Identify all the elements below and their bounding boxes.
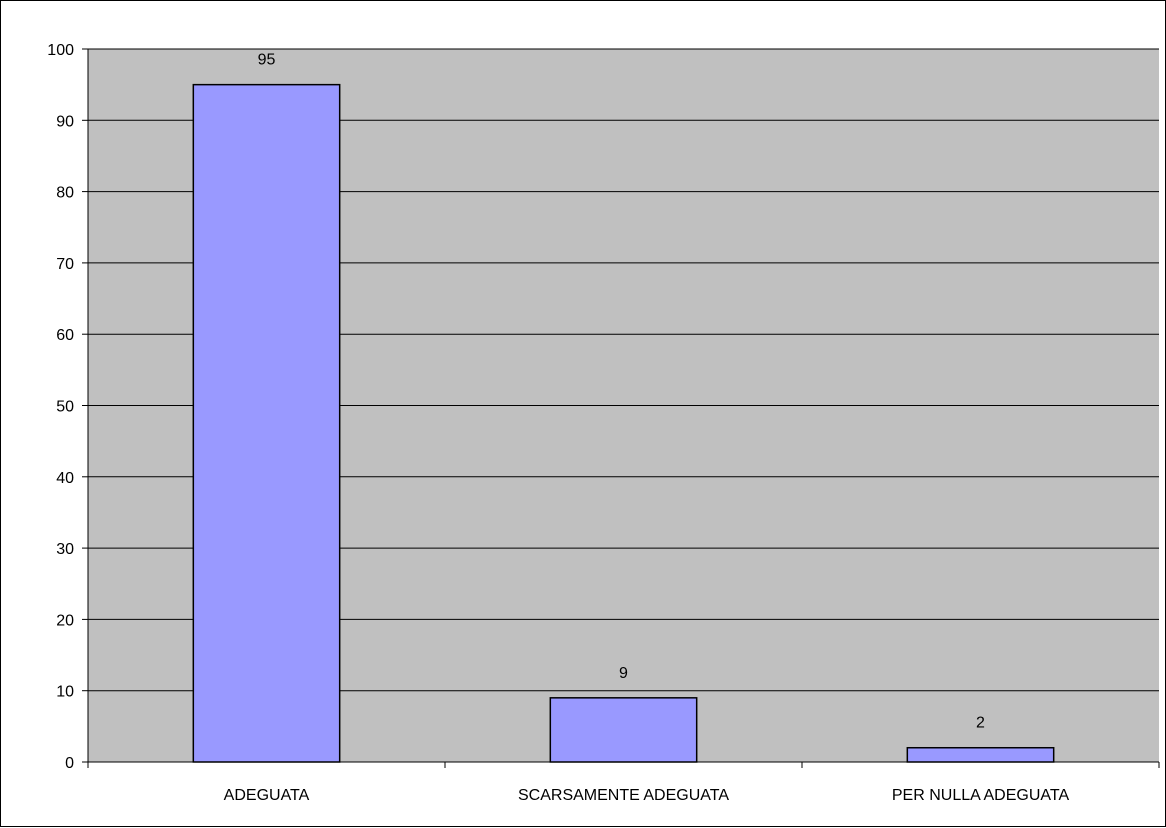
y-tick-label: 80 xyxy=(56,185,74,202)
data-label: 2 xyxy=(976,715,985,732)
bar xyxy=(549,697,698,763)
bars xyxy=(192,83,1055,763)
bar xyxy=(192,83,341,763)
y-tick-label: 10 xyxy=(56,684,74,701)
y-tick-label: 90 xyxy=(56,113,74,130)
y-tick-label: 20 xyxy=(56,612,74,629)
data-label: 95 xyxy=(258,52,276,69)
labels: 0 10 20 30 40 50 60 70 80 90 100 95 ADEGUATA 9 SCARSAM… xyxy=(47,42,1069,804)
y-tick-label: 30 xyxy=(56,541,74,558)
y-tick-label: 50 xyxy=(56,399,74,416)
y-tick-label: 100 xyxy=(47,42,74,59)
x-tick-label: ADEGUATA xyxy=(224,787,310,804)
y-tick-label: 60 xyxy=(56,327,74,344)
y-tick-label: 70 xyxy=(56,256,74,273)
x-tick-label: SCARSAMENTE ADEGUATA xyxy=(518,787,729,804)
x-tick-label: PER NULLA ADEGUATA xyxy=(892,787,1070,804)
axes xyxy=(82,48,1160,768)
y-tick-label: 0 xyxy=(65,755,74,772)
data-label: 9 xyxy=(619,665,628,682)
y-tick-label: 40 xyxy=(56,470,74,487)
bar xyxy=(906,746,1055,763)
